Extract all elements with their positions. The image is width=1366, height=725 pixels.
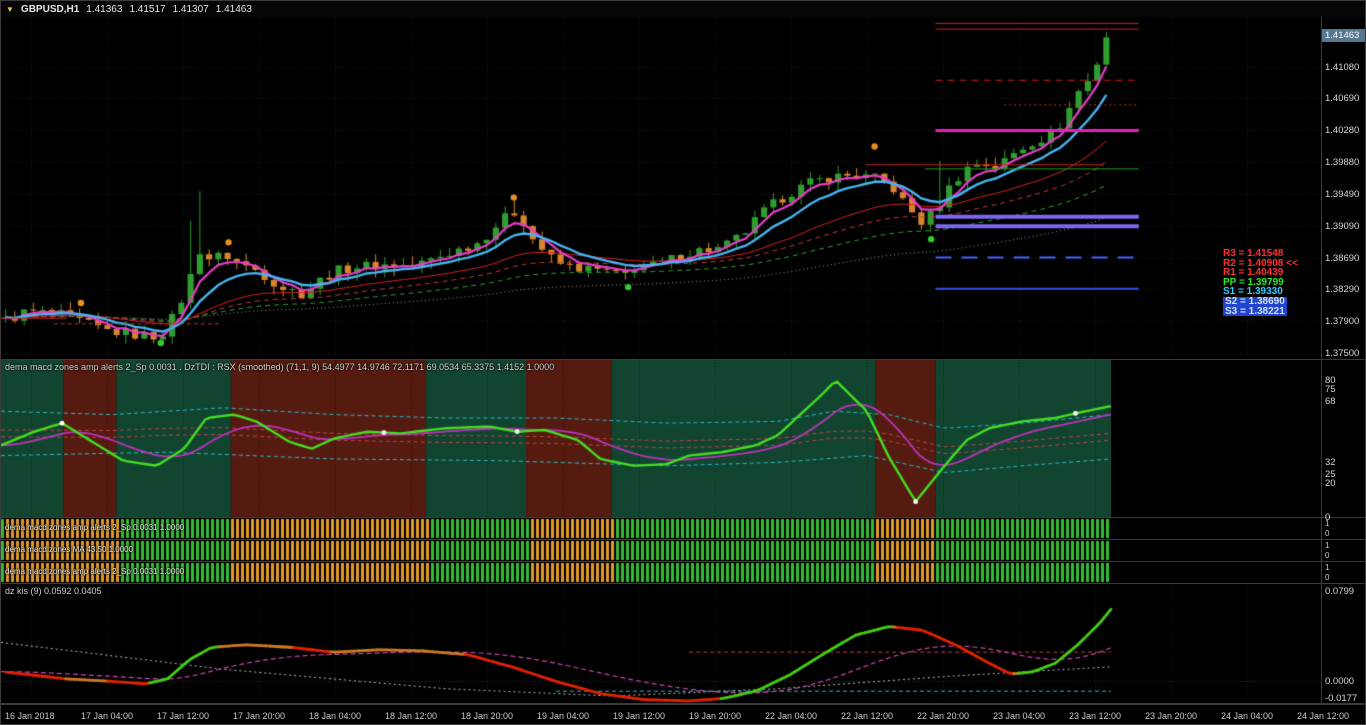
ohlc-close: 1.41463 bbox=[215, 3, 252, 15]
dztdi-scale-label: 32 bbox=[1325, 457, 1336, 469]
time-axis-label: 16 Jan 2018 bbox=[5, 711, 55, 721]
time-axis-label: 19 Jan 12:00 bbox=[613, 711, 666, 721]
pivot-level-s3: S3 = 1.38221 bbox=[1223, 305, 1287, 317]
pivot-level-s1: S1 = 1.39330 bbox=[1223, 286, 1283, 298]
dzkis-scale-label: 0.0000 bbox=[1325, 676, 1355, 688]
price-scale-label: 1.38690 bbox=[1325, 252, 1360, 264]
pivot-levels-block: R3 = 1.41548 R2 = 1.40908 << R1 = 1.40439 P… bbox=[1223, 248, 1298, 317]
price-scale-label: 1.40280 bbox=[1325, 125, 1360, 137]
macd-zone-strip-2-canvas[interactable] bbox=[1, 540, 1321, 561]
time-axis-label: 18 Jan 20:00 bbox=[461, 711, 514, 721]
price-scale-label: 1.37500 bbox=[1325, 347, 1360, 359]
time-axis-label: 18 Jan 12:00 bbox=[385, 711, 438, 721]
chart-titlebar: ▼ GBPUSD,H1 1.41363 1.41517 1.41307 1.41… bbox=[1, 1, 1365, 17]
time-axis-label: 17 Jan 04:00 bbox=[81, 711, 134, 721]
strip-2-title: dema macd zones MA 43.50 1.0000 bbox=[5, 545, 134, 554]
dzkis-scale-label: 0.0799 bbox=[1325, 586, 1355, 597]
time-axis-label: 22 Jan 04:00 bbox=[765, 711, 818, 721]
price-scale-label: 1.41080 bbox=[1325, 61, 1360, 73]
dztdi-panel[interactable]: dema macd zones amp alerts 2_Sp 0.0031 .… bbox=[1, 360, 1321, 517]
pivot-level-s2: S2 = 1.38690 bbox=[1223, 295, 1287, 307]
dzkis-panel[interactable]: dz kis (9) 0.0592 0.0405 bbox=[1, 584, 1321, 703]
panel-divider[interactable] bbox=[1, 359, 1365, 360]
ohlc-open: 1.41363 bbox=[86, 3, 123, 15]
dztdi-title: dema macd zones amp alerts 2_Sp 0.0031 .… bbox=[5, 362, 555, 372]
strip-scale-label: 0 bbox=[1325, 551, 1330, 560]
time-axis-label: 18 Jan 04:00 bbox=[309, 711, 362, 721]
strip-scale-label: 1 bbox=[1325, 541, 1330, 550]
price-scale-label: 1.38290 bbox=[1325, 284, 1360, 296]
dztdi-scale-label: 20 bbox=[1325, 477, 1336, 489]
time-axis-label: 19 Jan 04:00 bbox=[537, 711, 590, 721]
time-axis-label: 23 Jan 12:00 bbox=[1069, 711, 1122, 721]
macd-zone-strip-3[interactable]: dema macd zones amp alerts 2_Sp 0.0031 1… bbox=[1, 562, 1321, 583]
dztdi-scale-label: 75 bbox=[1325, 384, 1336, 395]
panel-divider[interactable] bbox=[1, 561, 1365, 562]
current-price-tag: 1.41463 bbox=[1322, 28, 1365, 42]
strip-scale-label: 1 bbox=[1325, 519, 1330, 528]
dzkis-indicator-canvas[interactable] bbox=[1, 584, 1321, 703]
dzkis-scale-label: -0.0177 bbox=[1325, 693, 1358, 704]
price-scale-label: 1.39880 bbox=[1325, 157, 1360, 169]
ohlc-high: 1.41517 bbox=[129, 3, 166, 15]
pivot-level-r1: R1 = 1.40439 bbox=[1223, 267, 1284, 279]
panel-divider[interactable] bbox=[1, 703, 1365, 704]
price-scale-divider bbox=[1321, 17, 1322, 704]
macd-zone-strip-1-canvas[interactable] bbox=[1, 518, 1321, 539]
dztdi-scale-label: 80 bbox=[1325, 375, 1336, 387]
symbol-label: GBPUSD,H1 bbox=[20, 3, 80, 15]
symbol-dropdown-icon[interactable]: ▼ bbox=[6, 4, 14, 14]
price-scale-column[interactable]: 1.41080 1.40690 1.40280 1.39880 1.39490 1.390… bbox=[1322, 1, 1365, 724]
time-axis-label: 19 Jan 20:00 bbox=[689, 711, 742, 721]
dztdi-scale-label: 25 bbox=[1325, 469, 1336, 481]
time-axis-label: 17 Jan 20:00 bbox=[233, 711, 286, 721]
pivot-level-r2: R2 = 1.40908 << bbox=[1223, 257, 1298, 269]
time-axis-label: 22 Jan 20:00 bbox=[917, 711, 970, 721]
time-axis-label: 22 Jan 12:00 bbox=[841, 711, 894, 721]
panel-divider[interactable] bbox=[1, 539, 1365, 540]
dzkis-title: dz kis (9) 0.0592 0.0405 bbox=[5, 586, 102, 596]
time-axis-label: 23 Jan 20:00 bbox=[1145, 711, 1198, 721]
time-axis-label: 23 Jan 04:00 bbox=[993, 711, 1046, 721]
macd-zone-strip-3-canvas[interactable] bbox=[1, 562, 1321, 583]
time-axis-label: 17 Jan 12:00 bbox=[157, 711, 210, 721]
dztdi-indicator-canvas[interactable] bbox=[1, 360, 1321, 517]
panel-divider[interactable] bbox=[1, 517, 1365, 518]
dztdi-scale-label: 0 bbox=[1325, 512, 1331, 523]
pivot-level-r3: R3 = 1.41548 bbox=[1223, 248, 1284, 259]
time-axis-label: 24 Jan 04:00 bbox=[1221, 711, 1274, 721]
price-scale-label: 1.40690 bbox=[1325, 92, 1360, 104]
price-scale-label: 1.39490 bbox=[1325, 188, 1360, 200]
strip-1-title: dema macd zones amp alerts 2_Sp 0.0031 1… bbox=[5, 523, 185, 532]
dztdi-scale-label: 68 bbox=[1325, 395, 1336, 407]
strip-3-title: dema macd zones amp alerts 2_Sp 0.0031 1… bbox=[5, 567, 185, 576]
main-chart-panel[interactable]: R3 = 1.41548 R2 = 1.40908 << R1 = 1.40439 P… bbox=[1, 17, 1321, 359]
strip-scale-label: 0 bbox=[1325, 573, 1330, 582]
time-axis[interactable]: 16 Jan 2018 17 Jan 04:00 17 Jan 12:00 17 Ja… bbox=[1, 704, 1365, 724]
price-scale-label: 1.39090 bbox=[1325, 220, 1360, 232]
strip-scale-label: 1 bbox=[1325, 563, 1330, 572]
strip-scale-label: 0 bbox=[1325, 529, 1330, 538]
price-scale-label: 1.37900 bbox=[1325, 315, 1360, 327]
time-axis-label: 24 Jan 12:00 bbox=[1297, 711, 1350, 721]
macd-zone-strip-2[interactable]: dema macd zones MA 43.50 1.0000 bbox=[1, 540, 1321, 561]
main-chart-canvas[interactable] bbox=[1, 17, 1321, 359]
panel-divider[interactable] bbox=[1, 583, 1365, 584]
macd-zone-strip-1[interactable]: dema macd zones amp alerts 2_Sp 0.0031 1… bbox=[1, 518, 1321, 539]
ohlc-low: 1.41307 bbox=[172, 3, 209, 15]
pivot-level-pp: PP = 1.39799 bbox=[1223, 276, 1284, 288]
